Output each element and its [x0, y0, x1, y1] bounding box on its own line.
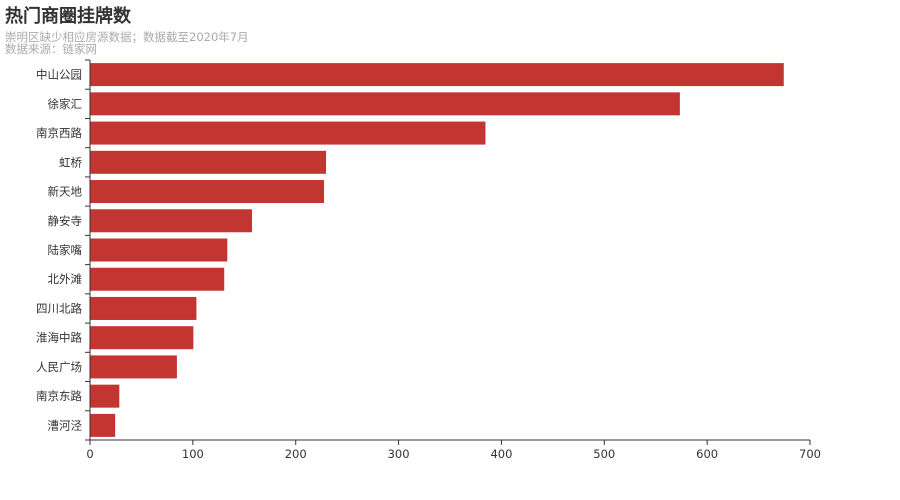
- chart-subtitle-line-1: 崇明区缺少相应房源数据；数据截至2020年7月: [5, 30, 249, 44]
- x-tick-label: 100: [182, 447, 204, 461]
- bar[interactable]: [90, 384, 120, 408]
- y-tick-label: 虹桥: [59, 155, 82, 169]
- bar[interactable]: [90, 209, 252, 233]
- bar[interactable]: [90, 180, 324, 204]
- y-tick-label: 静安寺: [48, 214, 83, 228]
- bar[interactable]: [90, 150, 327, 174]
- x-tick-label: 600: [696, 447, 718, 461]
- y-tick-label: 人民广场: [36, 360, 82, 374]
- y-tick-label: 南京西路: [36, 126, 82, 140]
- x-tick-label: 400: [490, 447, 512, 461]
- y-tick-label: 淮海中路: [36, 331, 82, 345]
- bar[interactable]: [90, 326, 194, 350]
- y-tick-label: 北外滩: [48, 272, 83, 286]
- y-tick-label: 徐家汇: [48, 97, 83, 111]
- bar[interactable]: [90, 413, 116, 437]
- bar[interactable]: [90, 238, 228, 262]
- y-tick-label: 新天地: [48, 185, 83, 199]
- bar[interactable]: [90, 92, 680, 116]
- x-tick-label: 300: [388, 447, 410, 461]
- bar[interactable]: [90, 121, 486, 145]
- y-tick-label: 四川北路: [36, 301, 82, 315]
- x-tick-label: 200: [285, 447, 307, 461]
- bar[interactable]: [90, 355, 177, 379]
- x-tick-label: 500: [593, 447, 615, 461]
- bar[interactable]: [90, 296, 197, 320]
- y-tick-label: 中山公园: [36, 68, 82, 82]
- bar[interactable]: [90, 267, 225, 291]
- chart-title: 热门商圈挂牌数: [5, 6, 131, 27]
- y-tick-label: 漕河泾: [48, 418, 83, 432]
- bar[interactable]: [90, 63, 784, 87]
- x-tick-label: 0: [86, 447, 93, 461]
- y-tick-label: 南京东路: [36, 389, 82, 403]
- y-tick-label: 陆家嘴: [48, 243, 83, 257]
- chart-subtitle-line-2: 数据来源：链家网: [5, 42, 97, 56]
- x-tick-label: 700: [799, 447, 821, 461]
